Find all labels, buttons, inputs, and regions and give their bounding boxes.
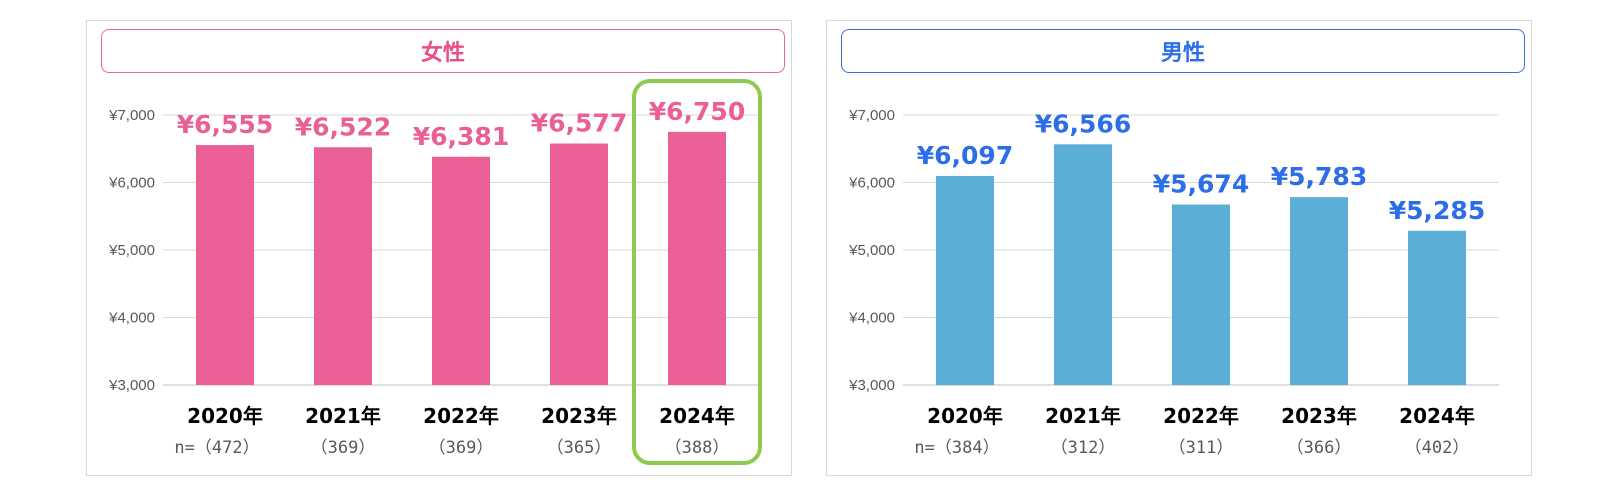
female-category-label: 2024年 [659, 404, 735, 428]
male-sample-size-label: （312） [1051, 438, 1116, 458]
female-ytick-label: ¥5,000 [108, 242, 155, 259]
female-data-label: ¥6,381 [413, 122, 509, 151]
male-sample-size-label: （402） [1405, 438, 1470, 458]
female-sample-size-label: （388） [665, 438, 730, 458]
female-highlight-box [632, 79, 762, 465]
male-category-label: 2023年 [1281, 404, 1357, 428]
female-category-label: 2022年 [423, 404, 499, 428]
male-ytick-label: ¥6,000 [848, 175, 895, 192]
male-ytick-label: ¥4,000 [848, 310, 895, 327]
male-bar-2021年 [1054, 144, 1112, 385]
male-category-label: 2021年 [1045, 404, 1121, 428]
female-chart-title: 女性 [101, 29, 785, 73]
female-ytick-label: ¥7,000 [108, 107, 155, 124]
male-chart-svg: ¥3,000 ¥4,000 ¥5,000 ¥6,000 ¥7,000 ¥6,097 2020… [848, 107, 1499, 458]
male-bar-2024年 [1408, 230, 1466, 385]
female-sample-size-label: n=（472） [174, 438, 259, 458]
female-bar-2023年 [550, 143, 608, 385]
male-ytick-label: ¥3,000 [848, 377, 895, 394]
male-chart-panel: 男性 ¥3,000 ¥4,000 ¥5,000 ¥6,000 ¥7,000 ¥6,097 2… [826, 20, 1532, 476]
female-chart-panel: 女性 ¥3,000 ¥4,000 ¥5,000 ¥6,000 ¥7,000 ¥6,555 2… [86, 20, 792, 476]
female-data-label: ¥6,522 [295, 112, 391, 141]
male-data-label: ¥6,566 [1035, 109, 1131, 138]
male-category-label: 2022年 [1163, 404, 1239, 428]
male-bar-2023年 [1290, 197, 1348, 385]
male-data-label: ¥5,674 [1153, 170, 1249, 199]
male-sample-size-label: （366） [1287, 438, 1352, 458]
male-data-label: ¥5,783 [1271, 162, 1367, 191]
female-bar-2021年 [314, 147, 372, 385]
male-category-label: 2024年 [1399, 404, 1475, 428]
male-bar-2020年 [936, 175, 994, 385]
female-sample-size-label: （369） [311, 438, 376, 458]
female-data-label: ¥6,555 [177, 110, 273, 139]
female-bar-2020年 [196, 145, 254, 385]
male-ytick-label: ¥5,000 [848, 242, 895, 259]
male-data-label: ¥6,097 [917, 141, 1013, 170]
male-sample-size-label: （311） [1169, 438, 1234, 458]
male-chart-title: 男性 [841, 29, 1525, 73]
female-ytick-label: ¥6,000 [108, 175, 155, 192]
male-category-label: 2020年 [927, 404, 1003, 428]
female-category-label: 2020年 [187, 404, 263, 428]
female-category-label: 2023年 [541, 404, 617, 428]
female-category-label: 2021年 [305, 404, 381, 428]
female-data-label: ¥6,577 [531, 109, 627, 138]
female-bar-2024年 [668, 131, 726, 385]
male-sample-size-label: n=（384） [914, 438, 999, 458]
male-ytick-label: ¥7,000 [848, 107, 895, 124]
female-chart-svg: ¥3,000 ¥4,000 ¥5,000 ¥6,000 ¥7,000 ¥6,555 2020… [108, 79, 762, 465]
female-ytick-label: ¥3,000 [108, 377, 155, 394]
female-sample-size-label: （365） [547, 438, 612, 458]
female-data-label: ¥6,750 [649, 97, 745, 126]
male-bar-2022年 [1172, 204, 1230, 385]
female-ytick-label: ¥4,000 [108, 310, 155, 327]
female-bar-2022年 [432, 156, 490, 385]
female-sample-size-label: （369） [429, 438, 494, 458]
male-data-label: ¥5,285 [1389, 196, 1485, 225]
